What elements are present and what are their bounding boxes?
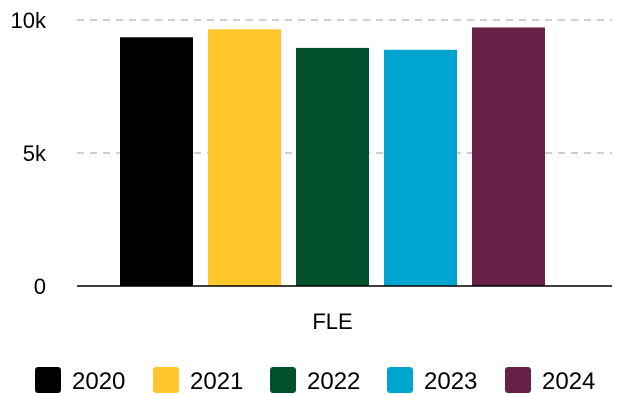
legend-label-2022: 2022 xyxy=(307,368,360,394)
legend-item-2023: 2023 xyxy=(387,367,477,394)
legend-label-2021: 2021 xyxy=(190,368,243,394)
bar-2022-FLE xyxy=(296,47,369,287)
bar-2020-FLE xyxy=(120,37,193,286)
legend: 2020 2021 2022 2023 2024 xyxy=(35,367,595,394)
x-axis-categories: FLE xyxy=(312,309,352,334)
bars xyxy=(120,27,545,287)
legend-swatch-2022 xyxy=(270,367,296,393)
legend-item-2020: 2020 xyxy=(35,367,125,394)
legend-swatch-2021 xyxy=(153,367,179,393)
y-tick-label-2: 10k xyxy=(11,8,47,33)
legend-swatch-2020 xyxy=(35,367,61,393)
bar-2021-FLE xyxy=(208,29,281,287)
legend-swatch-2024 xyxy=(505,367,531,393)
x-category-label-0: FLE xyxy=(312,309,352,334)
legend-item-2024: 2024 xyxy=(505,367,595,394)
legend-swatch-2023 xyxy=(387,367,413,393)
legend-label-2024: 2024 xyxy=(542,368,595,394)
legend-item-2021: 2021 xyxy=(153,367,243,394)
y-tick-label-0: 0 xyxy=(34,274,46,299)
y-axis-ticks: 0 5k 10k xyxy=(11,8,47,299)
bar-2023-FLE xyxy=(384,49,457,287)
legend-label-2020: 2020 xyxy=(72,368,125,394)
y-tick-label-1: 5k xyxy=(23,141,47,166)
bar-2024-FLE xyxy=(472,27,545,287)
legend-label-2023: 2023 xyxy=(424,368,477,394)
legend-item-2022: 2022 xyxy=(270,367,360,394)
